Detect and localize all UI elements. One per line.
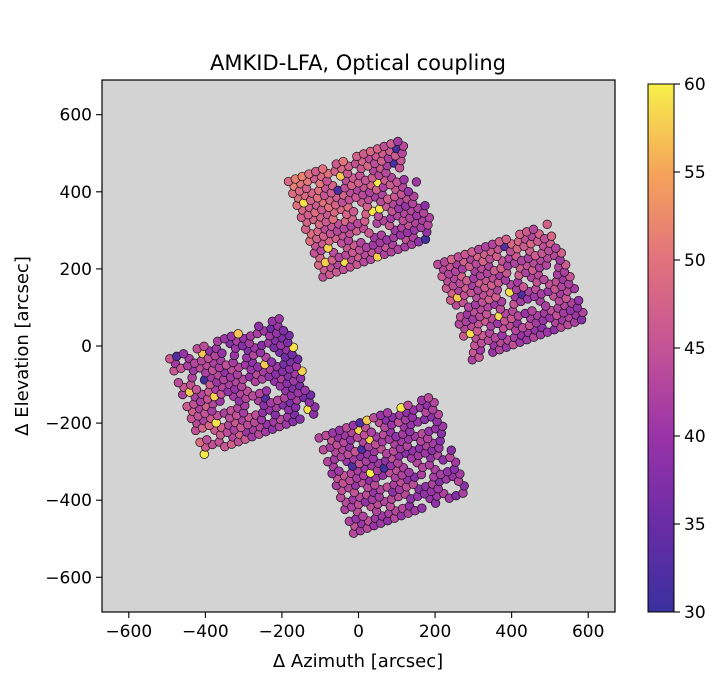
data-point (338, 156, 348, 167)
x-tick-label: 600 (572, 622, 604, 642)
data-point (233, 329, 243, 339)
data-point (399, 175, 409, 185)
data-point (334, 466, 344, 476)
data-point (403, 400, 413, 410)
y-tick-label: 0 (81, 337, 92, 357)
data-point (191, 384, 202, 395)
colorbar-tick-label: 35 (684, 515, 706, 535)
data-point (420, 201, 430, 211)
data-point (393, 136, 403, 147)
data-point (178, 349, 189, 359)
data-point (528, 224, 539, 234)
data-point (364, 228, 374, 238)
data-point (199, 341, 209, 351)
y-tick-label: 600 (60, 106, 92, 126)
data-points (165, 136, 588, 538)
y-tick-label: −200 (45, 414, 92, 434)
data-point (417, 503, 427, 513)
data-point (551, 243, 561, 253)
colorbar-tick-label: 40 (684, 427, 706, 447)
chart-title: AMKID-LFA, Optical coupling (210, 51, 506, 75)
y-tick-label: −600 (45, 568, 92, 588)
data-point (274, 314, 284, 324)
data-point (539, 274, 549, 285)
y-axis: −600 −400 −200 0 200 400 600 (45, 106, 102, 588)
y-tick-label: 400 (60, 183, 92, 203)
data-point (546, 231, 557, 241)
data-point (173, 378, 184, 388)
data-point (382, 408, 393, 418)
data-point (295, 414, 305, 424)
y-axis-label: Δ Elevation [arcsec] (12, 256, 33, 436)
data-point (527, 306, 537, 316)
x-tick-label: 200 (419, 622, 451, 642)
colorbar-ticks: 30 35 40 45 50 55 60 (674, 75, 706, 623)
x-tick-label: 400 (495, 622, 527, 642)
data-point (348, 207, 359, 217)
x-axis-label: Δ Azimuth [arcsec] (273, 651, 443, 672)
data-point (518, 282, 529, 292)
data-point (542, 219, 552, 229)
x-tick-label: −400 (182, 622, 229, 642)
colorbar-tick-label: 45 (684, 339, 706, 359)
data-point (318, 164, 328, 174)
data-point (501, 234, 511, 244)
x-tick-label: −200 (259, 622, 306, 642)
data-point (300, 385, 310, 395)
x-axis: −600 −400 −200 0 200 400 600 (105, 612, 604, 642)
colorbar (647, 83, 675, 613)
data-point (366, 427, 376, 437)
data-point (446, 445, 456, 455)
data-point (202, 435, 212, 445)
data-point (404, 467, 414, 478)
data-point (266, 357, 277, 367)
colorbar-tick-label: 30 (684, 603, 706, 623)
data-point (403, 186, 413, 197)
data-point (278, 326, 289, 336)
colorbar-tick-label: 50 (684, 251, 706, 271)
data-point (573, 295, 584, 306)
colorbar-tick-label: 55 (684, 163, 706, 183)
data-point (541, 301, 551, 311)
data-point (358, 511, 368, 521)
data-point (217, 348, 227, 358)
data-point (254, 321, 264, 331)
data-point (411, 177, 422, 187)
y-tick-label: −400 (45, 491, 92, 511)
colorbar-tick-label: 60 (684, 75, 706, 95)
y-tick-label: 200 (60, 260, 92, 280)
x-tick-label: 0 (353, 622, 364, 642)
data-point (261, 386, 272, 396)
data-point (423, 393, 434, 403)
x-tick-label: −600 (105, 622, 152, 642)
